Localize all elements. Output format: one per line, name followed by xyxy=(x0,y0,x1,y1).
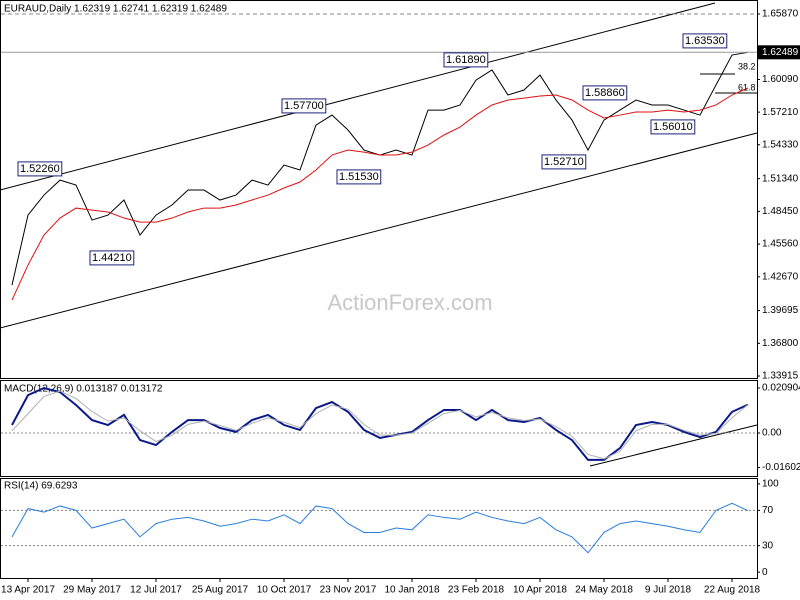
rsi-title: RSI(14) 69.6293 xyxy=(4,481,78,492)
price-panel xyxy=(0,0,758,379)
annotation-label: 1.52260 xyxy=(20,163,60,175)
annotation-label: 1.57700 xyxy=(284,100,324,112)
annotation-label: 1.58860 xyxy=(585,87,625,99)
annotation-box xyxy=(281,98,327,114)
x-tick-label: 24 May 2018 xyxy=(575,585,633,596)
annotation-label: 1.44210 xyxy=(92,252,132,264)
annotation-label: 1.52710 xyxy=(544,156,584,168)
annotation-box xyxy=(336,169,382,185)
chart-title: EURAUD,Daily 1.62319 1.62741 1.62319 1.6… xyxy=(4,4,227,15)
y-tick-label: 70 xyxy=(762,505,774,516)
y-tick-label: 1.36800 xyxy=(762,338,799,349)
series-line xyxy=(11,390,749,460)
x-tick-label: 12 Jul 2017 xyxy=(130,585,182,596)
annotation-label: 1.56010 xyxy=(653,121,693,133)
annotation-box xyxy=(650,119,696,135)
y-tick-label: 1.60090 xyxy=(762,74,799,85)
annotation-box xyxy=(89,250,135,266)
y-tick-label: 30 xyxy=(762,540,774,551)
x-tick-label: 10 Oct 2017 xyxy=(257,585,312,596)
macd-title: MACD(12,26,9) 0.013187 0.013172 xyxy=(4,384,163,395)
annotation: 1.52710 xyxy=(541,154,587,170)
current-price-label: 1.62489 xyxy=(762,47,799,58)
x-tick-label: 10 Apr 2018 xyxy=(513,585,567,596)
current-price-box xyxy=(758,45,800,60)
y-tick-label: 100 xyxy=(762,479,779,490)
channel-upper xyxy=(0,2,716,191)
annotation-box xyxy=(682,33,728,49)
y-tick-label: 1.54330 xyxy=(762,139,799,150)
annotation: 1.61890 xyxy=(443,52,489,68)
annotation-box xyxy=(582,85,628,101)
annotation: 1.56010 xyxy=(650,119,696,135)
rsi-panel xyxy=(0,478,758,579)
fib-label: 61.8 xyxy=(738,82,756,92)
annotation: 1.52260 xyxy=(17,161,63,177)
y-tick-label: 1.33915 xyxy=(762,371,799,382)
fib-label: 38.2 xyxy=(738,61,756,71)
annotation-box xyxy=(17,161,63,177)
annotation: 1.63530 xyxy=(682,33,728,49)
x-tick-label: 9 Jul 2018 xyxy=(645,585,692,596)
annotation-label: 1.61890 xyxy=(446,54,486,66)
x-tick-label: 25 Aug 2017 xyxy=(192,585,249,596)
annotation: 1.51530 xyxy=(336,169,382,185)
x-tick-label: 10 Jan 2018 xyxy=(384,585,439,596)
x-tick-label: 23 Nov 2017 xyxy=(320,585,377,596)
annotation-label: 1.51530 xyxy=(339,171,379,183)
y-tick-label: 1.45560 xyxy=(762,239,799,250)
x-tick-label: 23 Feb 2018 xyxy=(448,585,505,596)
y-tick-label: 0.020904 xyxy=(762,383,800,394)
y-tick-label: 1.39695 xyxy=(762,305,799,316)
y-tick-label: 1.65870 xyxy=(762,9,799,20)
series-line xyxy=(11,87,749,301)
annotation: 1.57700 xyxy=(281,98,327,114)
series-line xyxy=(11,386,749,461)
y-tick-label: 0.00 xyxy=(762,428,782,439)
annotation: 1.58860 xyxy=(582,85,628,101)
y-tick-label: 1.57210 xyxy=(762,107,799,118)
y-tick-label: 1.42670 xyxy=(762,271,799,282)
watermark: ActionForex.com xyxy=(327,290,492,315)
channel-lower xyxy=(0,132,758,329)
x-tick-label: 29 May 2017 xyxy=(63,585,121,596)
series-line xyxy=(11,502,749,554)
x-tick-label: 13 Apr 2017 xyxy=(1,585,55,596)
x-tick-label: 22 Aug 2018 xyxy=(704,585,761,596)
macd-panel xyxy=(0,380,758,477)
y-tick-label: -0.016023 xyxy=(762,462,800,473)
annotation: 1.44210 xyxy=(89,250,135,266)
y-tick-label: 1.48450 xyxy=(762,206,799,217)
annotation-label: 1.63530 xyxy=(685,35,725,47)
y-tick-label: 1.51340 xyxy=(762,173,799,184)
annotation-box xyxy=(443,52,489,68)
y-tick-label: 0 xyxy=(762,567,768,578)
macd-trendline xyxy=(589,424,758,467)
annotation-box xyxy=(541,154,587,170)
